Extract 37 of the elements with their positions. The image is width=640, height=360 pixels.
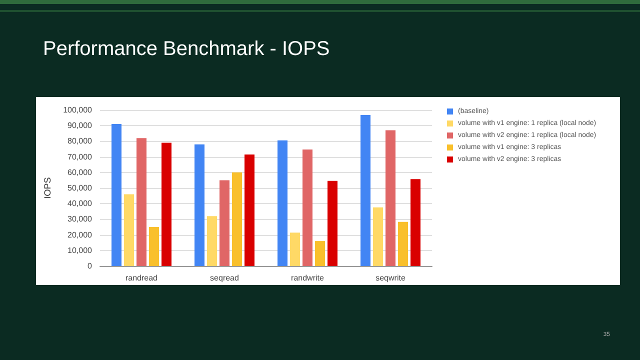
- bar: [398, 222, 408, 266]
- bar: [162, 142, 172, 266]
- bar: [360, 114, 370, 266]
- bar: [232, 172, 242, 266]
- bar: [207, 216, 217, 266]
- y-tick-label: 80,000: [68, 136, 93, 146]
- bar: [290, 232, 300, 266]
- bar: [328, 180, 338, 266]
- y-tick-label: 60,000: [68, 168, 93, 177]
- x-tick-label: randwrite: [291, 274, 324, 282]
- y-tick-label: 0: [88, 262, 93, 270]
- bar: [244, 154, 254, 266]
- y-tick-label: 70,000: [68, 152, 93, 162]
- bar: [386, 130, 396, 266]
- bar: [373, 207, 383, 266]
- y-tick-label: 90,000: [68, 121, 93, 130]
- y-tick-label: 50,000: [68, 184, 93, 192]
- bar: [149, 227, 159, 266]
- chart-title: Performance Benchmark - IOPS: [43, 38, 330, 60]
- bar: [220, 180, 230, 266]
- bar: [410, 179, 420, 266]
- bar: [302, 149, 312, 266]
- y-axis-title: IOPS: [42, 177, 53, 199]
- y-tick-label: 40,000: [68, 199, 93, 208]
- x-tick-label: seqread: [210, 274, 239, 282]
- y-tick-label: 30,000: [68, 214, 93, 224]
- bar: [315, 241, 325, 266]
- bar: [136, 138, 146, 266]
- y-tick-label: 20,000: [68, 230, 93, 240]
- bar: [112, 124, 122, 266]
- y-tick-label: 100,000: [63, 106, 93, 114]
- x-tick-label: seqwrite: [376, 274, 406, 282]
- y-tick-label: 10,000: [68, 246, 93, 255]
- bar: [124, 194, 134, 266]
- bar: [278, 140, 288, 266]
- bar: [194, 144, 204, 266]
- x-tick-label: randread: [125, 274, 158, 282]
